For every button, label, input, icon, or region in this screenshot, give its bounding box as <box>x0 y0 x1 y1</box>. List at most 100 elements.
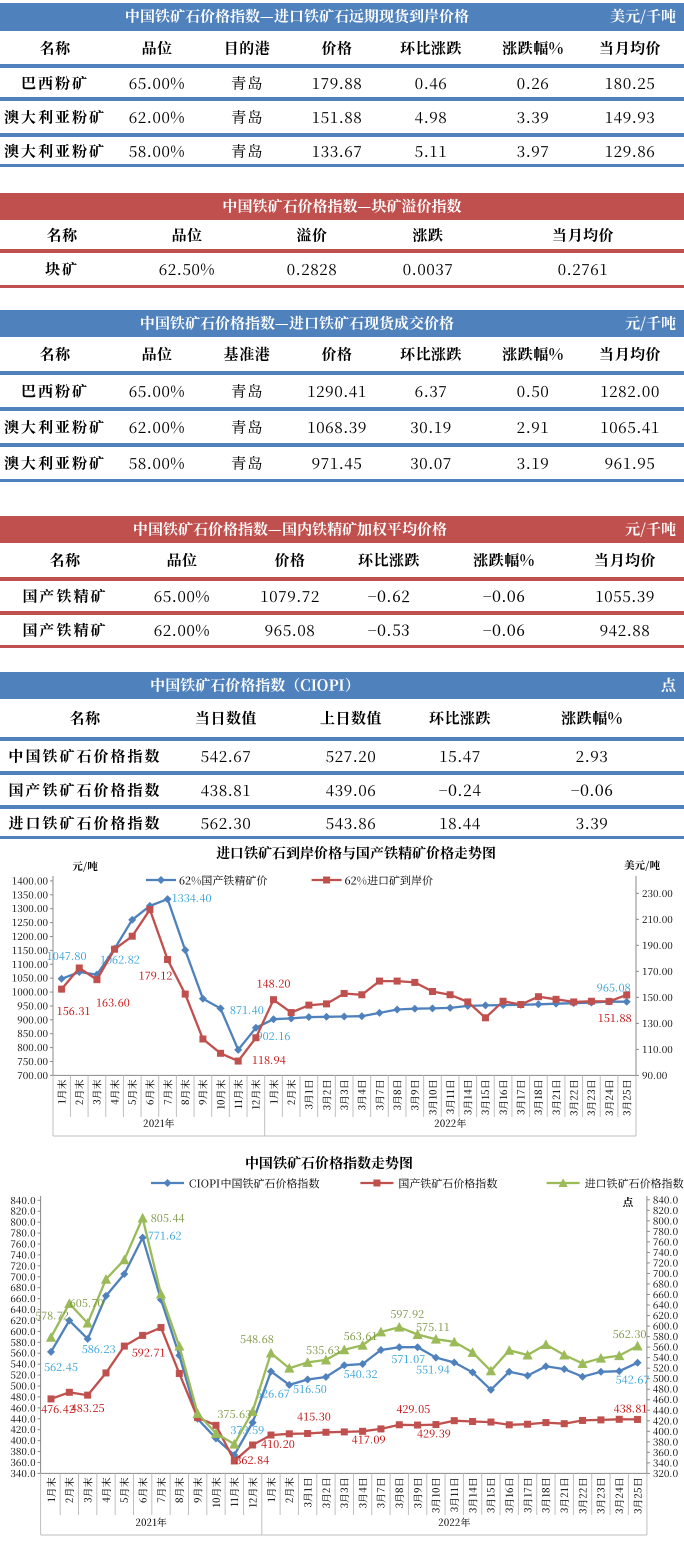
series-marker <box>517 1001 525 1009</box>
data-label: 592.71 <box>132 1344 166 1360</box>
series-marker <box>431 1353 441 1362</box>
table-cell: 180.25 <box>604 71 656 94</box>
column-header: 基准港 <box>223 343 271 365</box>
axis-unit-left: 元/吨 <box>72 859 97 874</box>
series-marker <box>395 1343 404 1352</box>
data-label: 578.72 <box>35 1307 69 1323</box>
x-category-label: 2月末 <box>61 1477 76 1503</box>
axis-tick-label-left: 420.0 <box>10 1421 36 1436</box>
series-marker <box>287 1014 296 1023</box>
column-header: 品位 <box>141 37 173 58</box>
series-marker <box>541 1362 551 1371</box>
series-marker <box>163 1178 172 1188</box>
table-cell: 149.93 <box>604 106 656 128</box>
axis-tick-label-right: 210.00 <box>642 911 673 926</box>
axis-tick-label-right: 740.0 <box>653 1244 679 1259</box>
axis-tick-label-left: 760.0 <box>10 1235 36 1250</box>
x-category-label: 9月末 <box>189 1477 204 1503</box>
series-marker <box>111 945 119 953</box>
table-cell: 5.11 <box>414 139 448 162</box>
row-separator <box>0 97 684 101</box>
axis-tick-label-left: 850.00 <box>17 1025 48 1040</box>
data-label: 179.12 <box>139 967 173 983</box>
x-category-label: 3月11日 <box>446 1477 461 1512</box>
series-marker <box>138 1233 147 1242</box>
axis-tick-label-left: 1050.00 <box>12 970 49 985</box>
series-marker <box>450 1417 458 1425</box>
data-label: 429.05 <box>396 1401 430 1417</box>
data-label: 151.88 <box>598 1010 632 1026</box>
series-line <box>60 907 628 1063</box>
data-label: 163.60 <box>96 995 130 1011</box>
series-marker <box>163 895 172 904</box>
x-category-label: 5月末 <box>116 1477 131 1503</box>
legend-label: 62%进口矿到岸价 <box>345 873 433 889</box>
table-header-row: 名称 品位 基准港 价格 环比涨跌 涨跌幅% 当月均价 <box>0 337 684 371</box>
series-marker <box>534 1000 543 1009</box>
table-row: 国产铁矿石价格指数 438.81 439.06 −0.24 −0.06 <box>0 775 684 805</box>
axis-tick-label-left: 1100.00 <box>12 956 49 971</box>
series-marker <box>210 1428 222 1438</box>
table-cell: 15.47 <box>439 745 481 767</box>
series-marker <box>373 1179 381 1187</box>
axis-tick-label-right: 190.00 <box>642 937 673 952</box>
row-separator <box>0 133 684 137</box>
x-category-label: 2月末 <box>283 1079 298 1105</box>
axis-tick-label-right: 130.00 <box>642 1015 673 1030</box>
x-category-label: 1月末 <box>43 1477 58 1502</box>
axis-tick-label-left: 1400.00 <box>12 872 49 887</box>
x-axis-labels: 1月末 2月末 3月末 4月末 5月末 6月末 7月末 8月末 9月末 10月末 11月末 12月末 1… <box>40 1473 648 1536</box>
axis-tick-label-right: 640.0 <box>653 1297 679 1312</box>
series-marker <box>146 906 154 914</box>
series-marker <box>322 1428 330 1436</box>
x-category-label: 1月末 <box>263 1477 278 1502</box>
series-marker <box>464 998 472 1006</box>
series-marker <box>428 988 436 996</box>
series-marker <box>248 1418 257 1427</box>
data-label: 575.11 <box>416 1319 450 1335</box>
row-separator <box>0 407 684 411</box>
table-cell: −0.24 <box>438 779 482 801</box>
series-marker <box>394 1321 405 1332</box>
data-label: 586.23 <box>82 1341 116 1357</box>
axis-tick-label-right: 110.00 <box>642 1041 673 1056</box>
table-cell: 青岛 <box>230 380 263 402</box>
table-title-bar: 中国铁矿石价格指数—进口铁矿石远期现货到岸价格 美元/千吨 <box>0 3 684 31</box>
column-header: 涨跌幅% <box>561 707 623 729</box>
x-category-label: 3月9日 <box>407 1079 422 1110</box>
series-marker <box>450 1358 459 1367</box>
table-cell: 3.39 <box>575 811 609 834</box>
x-category-label: 3月末 <box>79 1477 94 1503</box>
row-separator <box>0 737 684 741</box>
table-cell: 1055.39 <box>595 585 655 607</box>
column-header: 当月均价 <box>598 37 661 58</box>
axis-tick-label-right: 230.00 <box>642 885 673 900</box>
x-category-label: 3月2日 <box>318 1477 333 1508</box>
series-marker <box>285 1430 293 1438</box>
data-label: 148.20 <box>257 976 291 992</box>
table-cell: 30.07 <box>410 452 452 474</box>
x-category-label: 3月2日 <box>318 1079 333 1110</box>
x-category-label: 5月末 <box>124 1079 139 1105</box>
series-marker <box>252 1034 260 1042</box>
year-group-label: 2021年 <box>143 1115 174 1130</box>
x-category-label: 3月25日 <box>629 1477 644 1514</box>
data-label: 871.40 <box>230 1002 264 1018</box>
series-marker <box>468 1368 477 1377</box>
table-cell: 30.19 <box>410 416 452 438</box>
column-header: 当月均价 <box>551 224 614 245</box>
table-row: 澳大利亚粉矿 58.00% 青岛 971.45 30.07 3.19 961.9… <box>0 447 684 479</box>
series-marker <box>534 993 542 1001</box>
series-marker <box>305 1001 313 1009</box>
data-label: 1047.80 <box>47 948 87 964</box>
table-row: 国产铁精矿 62.00% 965.08 −0.53 −0.06 942.88 <box>0 615 684 645</box>
series-marker <box>622 997 631 1006</box>
series-marker <box>615 1415 623 1423</box>
series-marker <box>83 1334 92 1344</box>
series-marker <box>579 1416 587 1424</box>
table-cell: 65.00% <box>128 380 186 402</box>
axis-tick-label-left: 700.0 <box>10 1268 36 1283</box>
x-category-label: 6月末 <box>142 1079 157 1105</box>
